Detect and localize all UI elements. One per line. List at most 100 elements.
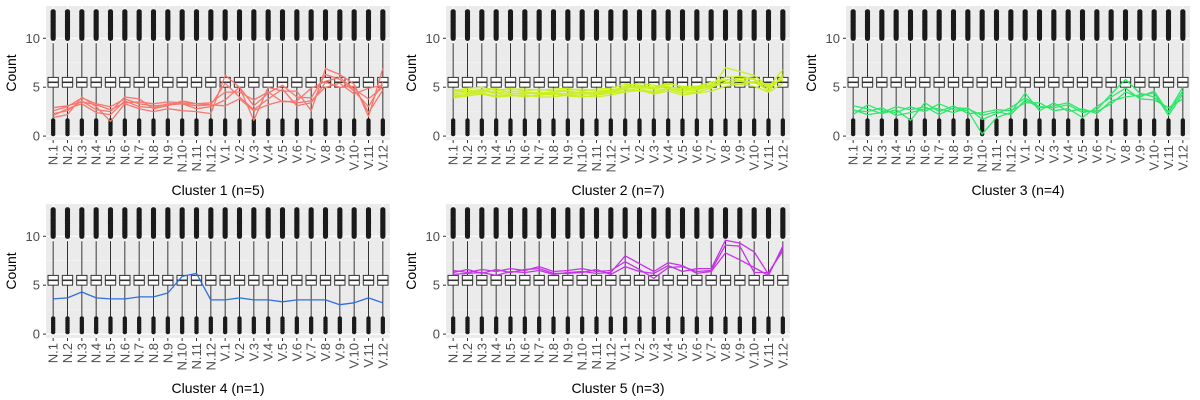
outlier-point — [479, 118, 485, 123]
outlier-point — [1151, 118, 1157, 123]
x-tick-label: V.9 — [732, 343, 747, 361]
x-tick-label: V.12 — [375, 343, 390, 369]
outlier-point — [766, 316, 771, 321]
x-tick-label: V.7 — [304, 343, 319, 361]
boxplot-V.6 — [291, 9, 303, 137]
boxplot-N.2 — [61, 9, 74, 137]
outlier-point — [950, 9, 957, 15]
outlier-point — [122, 118, 128, 123]
x-axis-title: Cluster 3 (n=4) — [972, 182, 1065, 198]
outlier-point — [507, 9, 514, 15]
outlier-point — [893, 9, 899, 15]
boxplot-N.3 — [876, 9, 888, 137]
outlier-point — [651, 118, 657, 123]
outlier-point — [493, 207, 499, 213]
y-tick-label: 5 — [433, 80, 440, 95]
boxplot-V.4 — [262, 207, 274, 335]
boxplot-V.4 — [1062, 9, 1074, 137]
y-axis-title: Count — [3, 54, 19, 91]
y-tick-label: 10 — [826, 31, 840, 46]
outlier-point — [993, 9, 1000, 15]
x-tick-label: N.4 — [89, 343, 104, 363]
outlier-point — [236, 207, 243, 213]
boxplot-V.9 — [1134, 9, 1146, 137]
boxplot-V.5 — [1076, 9, 1089, 137]
outlier-point — [64, 9, 71, 15]
boxplot-N.11 — [990, 9, 1003, 137]
outlier-point — [479, 316, 485, 321]
boxplot-N.5 — [504, 9, 517, 137]
outlier-point — [337, 9, 343, 15]
boxplot-V.10 — [348, 9, 360, 137]
outlier-point — [280, 118, 285, 123]
outlier-point — [1065, 9, 1071, 15]
outlier-point — [1094, 118, 1100, 123]
outlier-point — [1151, 9, 1157, 15]
x-tick-label: N.2 — [460, 145, 475, 165]
y-tick-label: 0 — [33, 129, 40, 144]
boxplot-N.1 — [47, 207, 59, 335]
outlier-point — [380, 207, 386, 213]
outlier-point — [122, 316, 128, 321]
outlier-point — [780, 207, 786, 213]
boxplot-N.9 — [162, 207, 174, 335]
outlier-point — [79, 316, 85, 321]
outlier-point — [493, 118, 499, 123]
outlier-point — [636, 9, 643, 15]
x-tick-label: V.4 — [661, 343, 676, 361]
outlier-point — [122, 207, 128, 213]
boxplot-N.8 — [947, 9, 960, 137]
x-tick-label: V.6 — [689, 343, 704, 361]
outlier-point — [936, 9, 942, 15]
x-tick-label: V.1 — [218, 343, 233, 361]
x-tick-label: V.8 — [318, 343, 333, 361]
x-tick-label: V.5 — [275, 343, 290, 361]
outlier-point — [179, 316, 185, 321]
outlier-point — [222, 207, 228, 213]
outlier-point — [465, 118, 470, 123]
outlier-point — [850, 118, 856, 123]
outlier-point — [294, 207, 300, 213]
outlier-point — [179, 207, 185, 213]
x-tick-label: N.12 — [603, 343, 618, 370]
outlier-point — [565, 9, 571, 15]
boxplot-V.8 — [719, 207, 732, 335]
y-tick-label: 0 — [433, 327, 440, 342]
x-tick-label: N.8 — [546, 145, 561, 165]
x-tick-label: N.10 — [975, 145, 990, 172]
outlier-point — [694, 316, 700, 321]
x-tick-label: N.11 — [589, 145, 604, 172]
outlier-point — [608, 316, 614, 321]
outlier-point — [251, 9, 257, 15]
outlier-point — [108, 316, 113, 321]
outlier-point — [694, 118, 700, 123]
boxplot-N.12 — [605, 9, 617, 137]
outlier-point — [893, 118, 899, 123]
x-tick-label: N.12 — [203, 343, 218, 370]
x-tick-label: N.8 — [146, 343, 161, 363]
outlier-point — [636, 207, 643, 213]
x-tick-label: V.8 — [1118, 145, 1133, 163]
outlier-point — [265, 316, 271, 321]
x-tick-label: V.4 — [261, 343, 276, 361]
x-tick-label: N.11 — [589, 343, 604, 370]
outlier-point — [308, 316, 314, 321]
x-tick-label: N.7 — [132, 145, 147, 165]
outlier-point — [651, 9, 657, 15]
outlier-point — [864, 9, 871, 15]
x-tick-label: V.8 — [718, 145, 733, 163]
y-tick-label: 0 — [433, 129, 440, 144]
outlier-point — [465, 316, 470, 321]
y-tick-label: 10 — [26, 31, 40, 46]
x-tick-label: V.1 — [218, 145, 233, 163]
boxplot-V.7 — [305, 9, 317, 137]
x-tick-label: N.9 — [160, 145, 175, 165]
x-tick-label: N.7 — [132, 343, 147, 363]
series-line-7 — [453, 75, 784, 96]
boxplot-V.11 — [1162, 9, 1175, 137]
outlier-point — [50, 316, 56, 321]
outlier-point — [294, 316, 300, 321]
outlier-point — [322, 9, 329, 15]
outlier-point — [151, 316, 156, 321]
x-tick-label: V.1 — [618, 343, 633, 361]
